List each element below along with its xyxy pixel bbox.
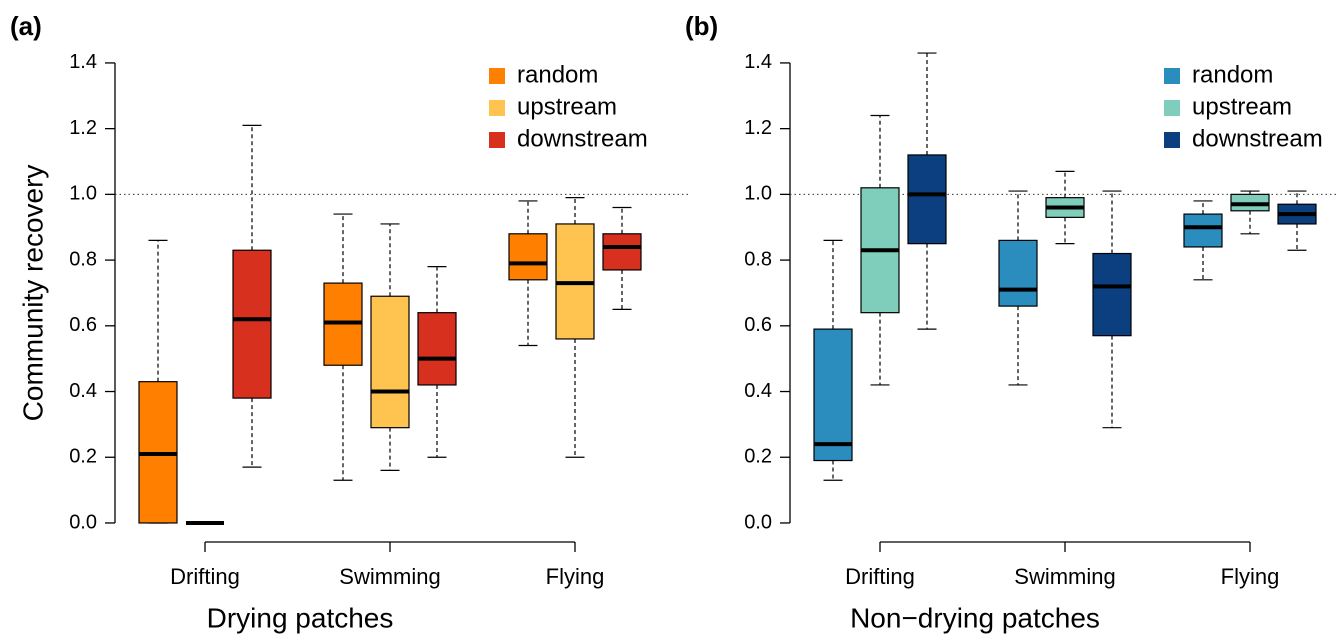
legend-swatch bbox=[1164, 100, 1180, 116]
legend-label: random bbox=[1192, 61, 1273, 88]
x-tick-label: Drifting bbox=[170, 564, 240, 589]
y-tick-label: 0.8 bbox=[69, 248, 97, 270]
x-tick-label: Swimming bbox=[1014, 564, 1115, 589]
x-tick-label: Flying bbox=[546, 564, 605, 589]
legend-label: upstream bbox=[517, 93, 617, 120]
legend-label: downstream bbox=[1192, 125, 1323, 152]
y-tick-label: 1.2 bbox=[69, 117, 97, 139]
box bbox=[508, 233, 548, 281]
y-tick-label: 0.0 bbox=[744, 511, 772, 533]
panel-label: (b) bbox=[685, 11, 718, 41]
y-tick-label: 0.2 bbox=[69, 446, 97, 468]
legend-swatch bbox=[1164, 132, 1180, 148]
box bbox=[1183, 213, 1223, 248]
y-tick-label: 0.4 bbox=[744, 380, 772, 402]
y-tick-label: 1.0 bbox=[69, 183, 97, 205]
y-tick-label: 0.8 bbox=[744, 248, 772, 270]
x-tick-label: Drifting bbox=[845, 564, 915, 589]
y-axis-label: Community recovery bbox=[17, 165, 48, 422]
y-tick-label: 1.4 bbox=[69, 51, 97, 73]
y-tick-label: 1.0 bbox=[744, 183, 772, 205]
box bbox=[1092, 252, 1132, 337]
box bbox=[907, 154, 947, 245]
legend-swatch bbox=[1164, 68, 1180, 84]
x-tick-label: Swimming bbox=[339, 564, 440, 589]
box bbox=[232, 249, 272, 399]
x-tick-label: Flying bbox=[1221, 564, 1280, 589]
legend-swatch bbox=[489, 132, 505, 148]
box bbox=[602, 233, 642, 271]
y-tick-label: 0.6 bbox=[744, 314, 772, 336]
box bbox=[370, 295, 410, 429]
legend-swatch bbox=[489, 100, 505, 116]
box bbox=[417, 312, 457, 386]
y-tick-label: 1.4 bbox=[744, 51, 772, 73]
y-tick-label: 0.6 bbox=[69, 314, 97, 336]
x-axis-label: Drying patches bbox=[207, 602, 394, 633]
panel-label: (a) bbox=[10, 11, 42, 41]
box bbox=[813, 328, 853, 462]
y-tick-label: 0.0 bbox=[69, 511, 97, 533]
y-tick-label: 0.2 bbox=[744, 446, 772, 468]
legend-swatch bbox=[489, 68, 505, 84]
y-tick-label: 0.4 bbox=[69, 380, 97, 402]
box bbox=[998, 239, 1038, 307]
y-tick-label: 1.2 bbox=[744, 117, 772, 139]
legend-label: downstream bbox=[517, 125, 648, 152]
x-axis-label: Non−drying patches bbox=[850, 602, 1100, 633]
legend-label: random bbox=[517, 61, 598, 88]
legend-label: upstream bbox=[1192, 93, 1292, 120]
